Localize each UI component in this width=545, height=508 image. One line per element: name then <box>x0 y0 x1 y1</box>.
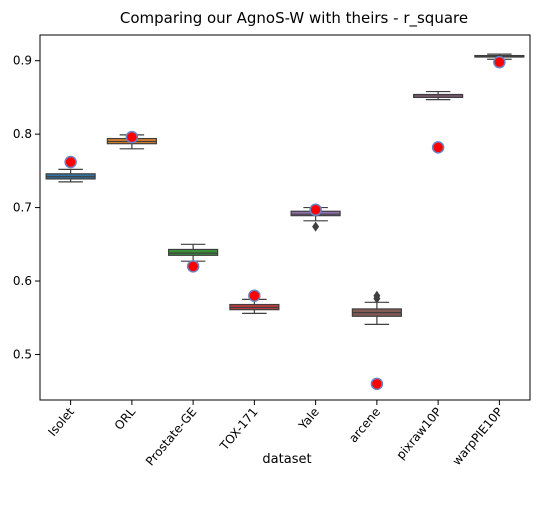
x-tick-label: arcene <box>346 405 383 445</box>
highlight-point <box>370 377 384 391</box>
highlight-point <box>309 203 322 217</box>
highlight-point <box>431 141 445 154</box>
highlight-point <box>64 155 77 169</box>
y-tick-label: 0.6 <box>13 274 32 288</box>
x-tick-label: Yale <box>295 405 322 433</box>
x-tick-label: TOX-171 <box>217 405 261 454</box>
x-tick-label: warpPIE10P <box>450 405 506 468</box>
x-tick-label: Isolet <box>45 405 77 439</box>
chart-title: Comparing our AgnoS-W with theirs - r_sq… <box>120 9 468 28</box>
highlight-point <box>493 55 506 69</box>
plot-area: 0.5 0.6 0.7 0.8 0.9 Isolet ORL Prostate-GE TOX-1… <box>13 34 531 468</box>
x-tick-label: Prostate-GE <box>143 405 199 468</box>
outlier-point <box>312 221 320 232</box>
x-tick-label: pixraw10P <box>393 405 444 462</box>
y-tick-label: 0.5 <box>13 347 32 361</box>
x-axis-label: dataset <box>262 452 311 467</box>
y-tick-label: 0.8 <box>13 127 32 141</box>
highlight-point <box>125 130 139 144</box>
y-tick-label: 0.9 <box>13 54 32 68</box>
axes-frame <box>39 34 531 401</box>
highlight-point <box>186 260 200 273</box>
box-Prostate-GE <box>168 248 219 256</box>
outlier-point <box>373 293 381 304</box>
y-tick-label: 0.7 <box>13 201 32 215</box>
highlight-point <box>248 289 261 302</box>
x-tick-label: ORL <box>112 405 139 433</box>
